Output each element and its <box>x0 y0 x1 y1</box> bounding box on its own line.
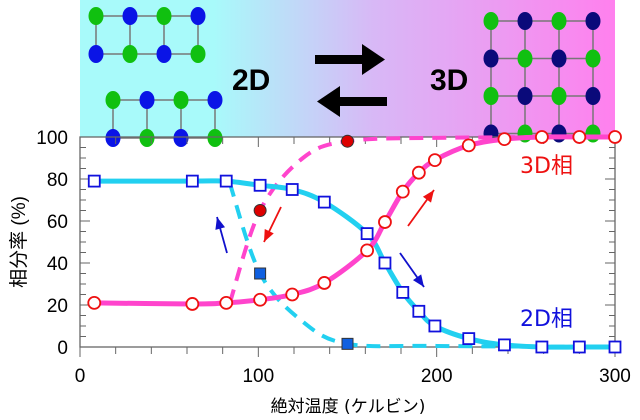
y-tick-label: 60 <box>47 212 68 233</box>
cooling-arrow-2d-icon <box>399 252 425 288</box>
y-axis-label: 相分率 (%) <box>8 196 30 288</box>
atom <box>139 129 155 147</box>
atom <box>88 45 104 63</box>
heating-arrow-3d-icon <box>407 189 435 227</box>
atom <box>173 129 189 147</box>
data-point-2d <box>185 174 199 188</box>
atom <box>105 91 121 109</box>
x-tick-label: 200 <box>421 366 453 387</box>
y-tick-label: 0 <box>57 338 68 359</box>
atom <box>122 7 138 25</box>
series-2d-line <box>94 178 615 350</box>
data-point-3d <box>395 184 410 199</box>
data-point-3d <box>87 295 102 310</box>
atom <box>483 87 499 105</box>
data-point-2d <box>378 256 392 270</box>
atom <box>105 129 121 147</box>
data-point-2d <box>317 195 331 209</box>
label-3d: 3D <box>430 64 468 97</box>
data-point-3d <box>497 132 512 147</box>
direction-arrows <box>215 189 435 288</box>
data-point-3d <box>219 295 234 310</box>
equilibrium-arrows-icon <box>315 44 387 117</box>
data-point-2d <box>535 340 549 354</box>
data-point-2d <box>428 319 442 333</box>
atom <box>517 49 533 68</box>
x-tick-label: 100 <box>242 366 274 387</box>
atom <box>585 87 601 105</box>
data-point-3d <box>285 287 300 302</box>
data-point-3d <box>427 153 442 168</box>
atom <box>551 87 567 105</box>
atom <box>139 91 155 109</box>
curves <box>94 134 616 350</box>
atom <box>585 49 601 68</box>
atom <box>483 12 499 30</box>
atom <box>483 49 499 68</box>
atom <box>551 12 567 30</box>
series-3d-line <box>94 134 615 307</box>
lattice-2d-bottom <box>105 91 223 147</box>
data-point-3d <box>572 130 587 144</box>
cooling-arrow-3d-icon <box>263 206 282 243</box>
data-point-2d <box>396 285 410 299</box>
data-point-3d <box>534 130 549 144</box>
annotation-2d-phase: 2D相 <box>520 307 573 332</box>
data-point-2d <box>219 174 233 188</box>
y-tick-label: 20 <box>47 296 68 317</box>
atom <box>517 12 533 30</box>
data-point-3d <box>185 297 200 311</box>
data-point-2d <box>462 332 476 346</box>
y-tick-label: 80 <box>47 170 68 191</box>
x-tick-label: 300 <box>599 366 631 387</box>
data-point-2d-filled <box>341 337 354 350</box>
data-point-2d <box>608 340 622 354</box>
label-2d: 2D <box>232 64 270 97</box>
data-point-2d <box>253 178 267 192</box>
y-tick-label: 40 <box>47 254 68 275</box>
data-point-2d <box>412 304 426 318</box>
data-point-3d <box>378 215 392 229</box>
data-point-3d <box>461 138 476 153</box>
annotation-3d-phase: 3D相 <box>520 154 573 179</box>
data-point-2d <box>87 174 101 188</box>
data-point-2d <box>498 338 511 352</box>
atom <box>190 45 206 63</box>
atom <box>551 124 567 143</box>
atom <box>190 7 206 25</box>
markers <box>87 130 622 354</box>
atom <box>88 7 104 25</box>
x-axis-label: 絶対温度 (ケルビン) <box>271 397 426 417</box>
data-point-3d <box>608 130 622 144</box>
data-point-3d-filled <box>253 204 267 217</box>
data-point-2d-filled <box>254 267 267 280</box>
y-tick-label: 100 <box>36 128 68 149</box>
atom <box>551 49 567 68</box>
heating-arrow-2d-icon <box>215 216 228 254</box>
x-tick-label: 0 <box>75 366 86 387</box>
data-point-3d <box>317 276 332 290</box>
data-point-2d <box>285 183 299 196</box>
data-point-2d <box>360 227 374 241</box>
data-point-3d-filled <box>341 134 354 148</box>
atom <box>122 45 138 63</box>
atom <box>156 45 172 63</box>
atom <box>585 124 601 143</box>
data-point-3d <box>253 292 268 307</box>
atom <box>585 12 601 30</box>
atom <box>517 87 533 105</box>
lattice-2d-top <box>88 7 206 63</box>
atom <box>156 7 172 25</box>
data-point-2d <box>572 340 586 354</box>
data-point-3d <box>411 165 426 180</box>
atom <box>173 91 189 109</box>
atom <box>207 91 223 109</box>
data-point-3d <box>360 243 375 258</box>
atom <box>207 129 223 147</box>
